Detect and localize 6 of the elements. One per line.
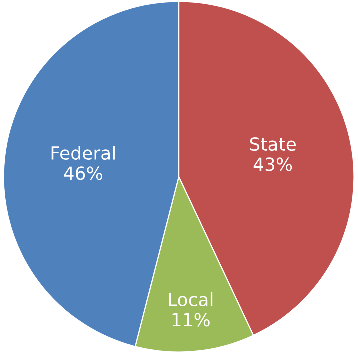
slice-label: Local: [169, 292, 213, 307]
data-label: 46%: [64, 166, 102, 180]
slice-label: State: [250, 137, 296, 152]
data-label: 43%: [254, 158, 292, 172]
data-label: 11%: [172, 313, 210, 327]
slice-label: Federal: [52, 146, 115, 160]
